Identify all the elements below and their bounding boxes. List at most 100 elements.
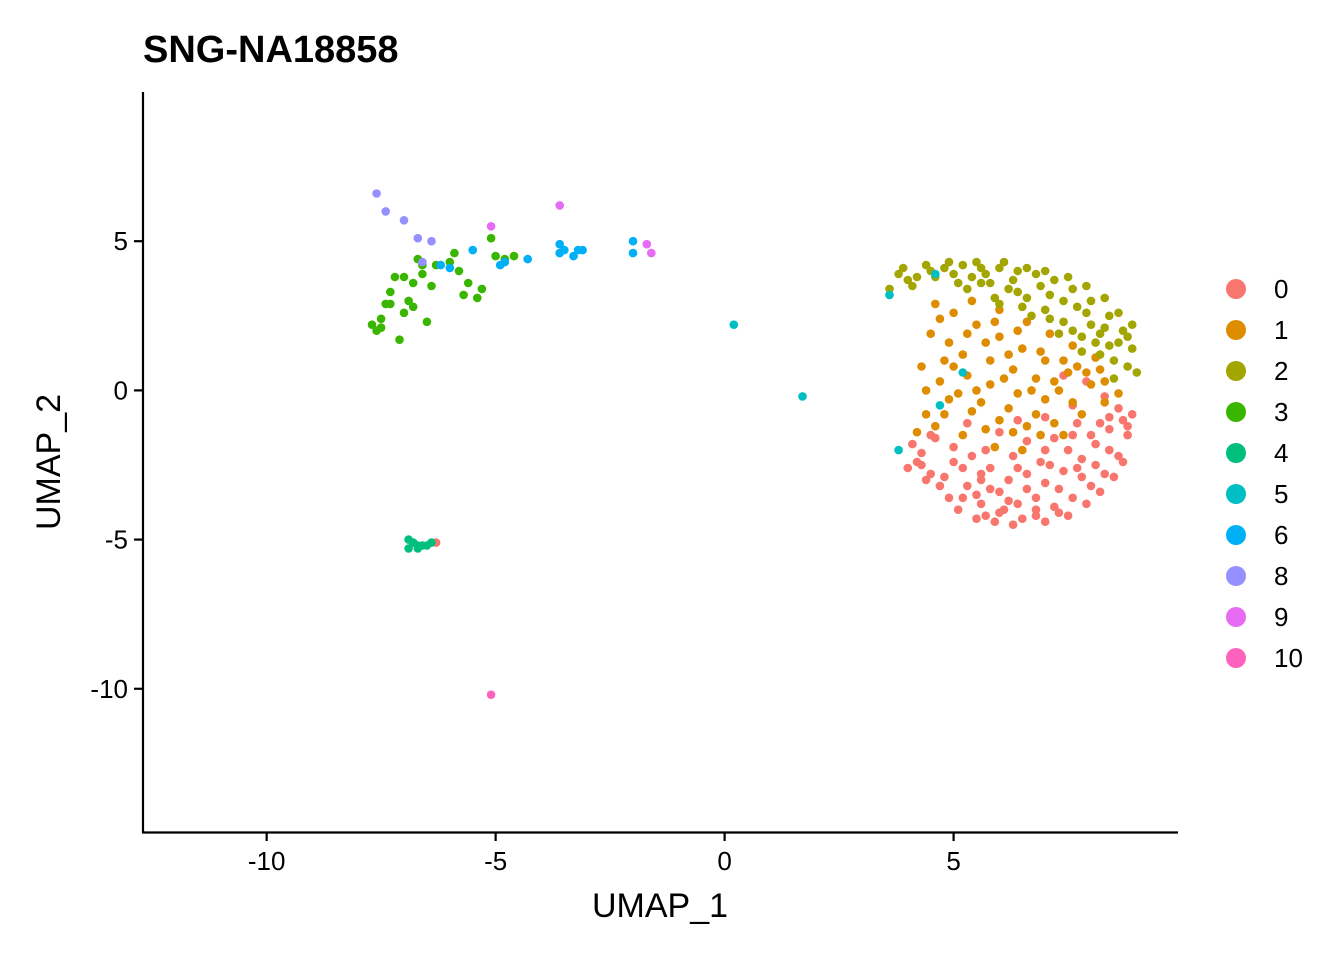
point-cluster-0 bbox=[1050, 502, 1059, 512]
point-cluster-0 bbox=[1022, 484, 1032, 494]
point-cluster-0 bbox=[985, 463, 995, 473]
legend-key-4 bbox=[1226, 443, 1246, 463]
point-cluster-0 bbox=[1004, 475, 1013, 485]
point-cluster-1 bbox=[944, 395, 954, 404]
point-cluster-1 bbox=[949, 308, 958, 318]
point-cluster-1 bbox=[958, 350, 968, 359]
point-cluster-1 bbox=[912, 427, 922, 437]
point-cluster-0 bbox=[1109, 472, 1119, 482]
point-cluster-1 bbox=[985, 380, 995, 389]
legend-key-0 bbox=[1226, 279, 1246, 299]
point-cluster-0 bbox=[1105, 412, 1114, 422]
point-cluster-2 bbox=[921, 260, 931, 270]
point-cluster-1 bbox=[931, 299, 940, 309]
point-cluster-0 bbox=[1008, 451, 1018, 461]
point-cluster-1 bbox=[1072, 362, 1082, 371]
point-cluster-2 bbox=[1040, 266, 1050, 276]
point-cluster-1 bbox=[1082, 368, 1091, 377]
point-cluster-2 bbox=[1068, 284, 1077, 294]
point-cluster-1 bbox=[1059, 356, 1068, 365]
point-cluster-2 bbox=[940, 263, 949, 273]
point-cluster-3 bbox=[450, 248, 459, 258]
point-cluster-1 bbox=[972, 320, 981, 330]
legend-key-5 bbox=[1226, 484, 1246, 504]
point-cluster-1 bbox=[1040, 395, 1050, 404]
point-cluster-1 bbox=[963, 329, 972, 339]
point-cluster-0 bbox=[1068, 430, 1077, 440]
point-cluster-2 bbox=[963, 284, 972, 294]
point-cluster-3 bbox=[367, 320, 377, 330]
point-cluster-2 bbox=[1040, 305, 1050, 315]
point-cluster-0 bbox=[926, 469, 935, 479]
point-cluster-2 bbox=[1045, 290, 1055, 300]
point-cluster-1 bbox=[1045, 329, 1055, 339]
point-cluster-1 bbox=[1050, 418, 1059, 428]
point-cluster-2 bbox=[1109, 356, 1119, 365]
point-cluster-8 bbox=[372, 189, 381, 198]
point-cluster-6 bbox=[436, 260, 446, 270]
point-cluster-0 bbox=[1031, 493, 1041, 503]
point-cluster-1 bbox=[949, 362, 958, 371]
point-cluster-6 bbox=[500, 257, 510, 267]
point-cluster-9 bbox=[647, 248, 656, 258]
point-cluster-8 bbox=[413, 233, 423, 243]
point-cluster-8 bbox=[381, 207, 391, 216]
point-cluster-1 bbox=[917, 362, 926, 371]
point-cluster-0 bbox=[1095, 418, 1105, 428]
point-cluster-3 bbox=[491, 251, 500, 261]
point-cluster-3 bbox=[422, 317, 432, 327]
point-cluster-1 bbox=[1004, 350, 1013, 359]
point-cluster-0 bbox=[1123, 430, 1132, 440]
point-cluster-2 bbox=[1077, 347, 1087, 356]
point-cluster-0 bbox=[1063, 445, 1073, 455]
point-cluster-3 bbox=[509, 251, 519, 261]
x-tick-label: -10 bbox=[248, 846, 286, 876]
point-cluster-1 bbox=[981, 424, 990, 434]
point-cluster-2 bbox=[1036, 281, 1045, 291]
point-cluster-0 bbox=[1050, 433, 1059, 443]
point-cluster-5 bbox=[958, 368, 968, 377]
point-cluster-1 bbox=[990, 442, 1000, 452]
point-cluster-0 bbox=[963, 418, 972, 428]
point-cluster-0 bbox=[1008, 520, 1018, 529]
point-cluster-3 bbox=[477, 284, 487, 294]
point-cluster-8 bbox=[399, 216, 409, 225]
point-cluster-1 bbox=[1077, 410, 1087, 419]
legend-label-6: 6 bbox=[1274, 520, 1288, 550]
point-cluster-0 bbox=[1082, 499, 1091, 509]
point-cluster-6 bbox=[523, 254, 532, 264]
point-cluster-2 bbox=[976, 278, 986, 288]
point-cluster-2 bbox=[885, 284, 894, 294]
point-cluster-1 bbox=[1022, 317, 1032, 327]
point-cluster-6 bbox=[628, 236, 638, 246]
point-cluster-2 bbox=[1100, 293, 1109, 303]
point-cluster-1 bbox=[999, 374, 1009, 383]
point-cluster-2 bbox=[1050, 275, 1059, 285]
point-cluster-1 bbox=[1040, 356, 1050, 365]
point-cluster-0 bbox=[963, 481, 972, 491]
point-cluster-1 bbox=[985, 356, 995, 365]
point-cluster-0 bbox=[1123, 421, 1132, 431]
point-cluster-2 bbox=[1031, 269, 1041, 279]
point-cluster-1 bbox=[967, 407, 977, 416]
point-cluster-3 bbox=[459, 290, 468, 300]
point-cluster-0 bbox=[1036, 457, 1045, 467]
point-cluster-5 bbox=[729, 320, 739, 330]
point-cluster-1 bbox=[958, 430, 968, 440]
point-cluster-0 bbox=[1018, 514, 1027, 523]
point-cluster-10 bbox=[486, 690, 496, 699]
legend-key-6 bbox=[1226, 525, 1246, 545]
point-cluster-3 bbox=[473, 293, 482, 303]
point-cluster-0 bbox=[1040, 517, 1050, 526]
point-cluster-0 bbox=[1040, 412, 1050, 422]
point-cluster-1 bbox=[1013, 389, 1022, 398]
point-cluster-0 bbox=[1022, 436, 1032, 446]
point-cluster-2 bbox=[1123, 362, 1132, 371]
chart-title: SNG-NA18858 bbox=[143, 29, 399, 71]
legend-key-1 bbox=[1226, 320, 1246, 340]
y-axis-title: UMAP_2 bbox=[30, 394, 68, 530]
point-cluster-1 bbox=[972, 386, 981, 395]
point-cluster-0 bbox=[1063, 511, 1073, 520]
point-cluster-1 bbox=[990, 317, 1000, 327]
